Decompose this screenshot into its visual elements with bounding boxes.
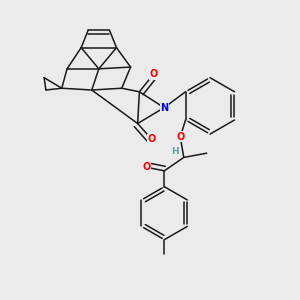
Text: H: H xyxy=(171,147,179,156)
Text: O: O xyxy=(176,132,184,142)
Text: O: O xyxy=(148,134,156,144)
Text: O: O xyxy=(149,69,158,79)
Text: N: N xyxy=(160,103,168,112)
Text: O: O xyxy=(142,162,151,172)
